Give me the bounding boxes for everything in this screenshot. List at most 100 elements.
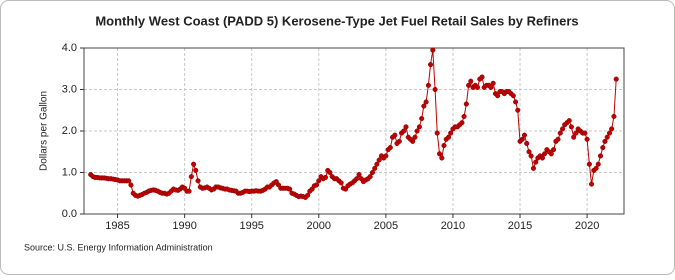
data-point [322, 174, 329, 181]
data-point [528, 153, 534, 159]
data-point [410, 138, 416, 144]
data-point [463, 101, 469, 107]
data-point [521, 132, 528, 138]
data-point [566, 118, 572, 124]
data-point [533, 159, 539, 165]
chart-title: Monthly West Coast (PADD 5) Kerosene-Typ… [95, 13, 578, 28]
data-point [423, 99, 429, 105]
data-point [432, 86, 438, 93]
data-point [354, 176, 360, 182]
data-point [338, 180, 344, 186]
data-point [600, 145, 606, 151]
data-point [555, 136, 561, 142]
data-point [434, 130, 440, 136]
data-point [305, 192, 311, 198]
data-point [327, 169, 333, 176]
data-point [490, 80, 496, 86]
source-note: Source: U.S. Energy Information Administ… [24, 242, 213, 252]
data-point [374, 161, 380, 167]
data-point [474, 84, 481, 90]
y-tick-label: 1.0 [62, 166, 77, 178]
data-point [419, 116, 425, 122]
data-point [439, 155, 445, 161]
data-point [401, 128, 407, 134]
data-point [466, 82, 472, 88]
data-point [436, 151, 443, 157]
y-tick-label: 2.0 [62, 125, 77, 137]
data-point [313, 182, 320, 188]
data-point [430, 47, 436, 53]
data-point [524, 140, 530, 146]
data-point [425, 82, 431, 88]
data-point [376, 157, 382, 163]
data-point [513, 99, 519, 105]
data-point [387, 145, 393, 151]
x-tick-label: 2005 [374, 220, 398, 232]
data-point [548, 151, 554, 157]
data-point [383, 153, 389, 159]
data-point [542, 151, 548, 157]
data-point [606, 130, 613, 136]
data-point [588, 181, 595, 187]
data-point [403, 124, 409, 130]
x-tick-label: 1985 [105, 220, 129, 232]
data-point [126, 178, 132, 184]
data-point [519, 136, 525, 142]
y-axis-label: Dollars per Gallon [39, 91, 50, 171]
data-point [188, 174, 194, 180]
data-point [128, 182, 134, 188]
data-point [609, 126, 615, 132]
data-point [515, 107, 521, 113]
plot-area [83, 47, 625, 215]
y-tick-label: 0.0 [62, 208, 77, 220]
data-point [495, 93, 501, 99]
data-point [372, 165, 378, 171]
data-point [557, 130, 563, 136]
x-tick-label: 2020 [575, 220, 599, 232]
data-point [369, 169, 375, 176]
data-point [595, 161, 601, 167]
data-point [593, 165, 599, 171]
data-point [573, 130, 579, 136]
data-point [445, 134, 452, 140]
data-point [186, 188, 192, 194]
data-point [448, 130, 454, 136]
data-point [604, 134, 610, 140]
data-point [193, 167, 199, 173]
y-tick-label: 3.0 [62, 83, 77, 95]
x-tick-label: 2000 [307, 220, 331, 232]
data-point [356, 172, 362, 178]
data-point [479, 74, 485, 80]
x-tick-label: 1990 [172, 220, 196, 232]
data-point [571, 134, 577, 140]
data-point [414, 128, 420, 134]
data-point [459, 120, 465, 126]
data-point [611, 113, 617, 120]
data-point [396, 138, 402, 144]
data-point [551, 147, 557, 153]
data-point [468, 78, 474, 84]
data-point [539, 155, 545, 161]
data-point [412, 134, 418, 140]
data-point [560, 126, 566, 132]
data-point [427, 62, 434, 68]
x-tick-label: 2010 [441, 220, 465, 232]
data-point [530, 165, 536, 171]
data-point [613, 76, 619, 82]
data-point [416, 124, 422, 130]
data-point [488, 84, 494, 90]
data-point [597, 153, 604, 159]
data-point [421, 103, 427, 109]
data-point [191, 161, 197, 167]
data-point [195, 178, 201, 184]
data-point [510, 93, 516, 99]
data-point [287, 186, 293, 192]
data-point [461, 113, 467, 120]
data-point [586, 161, 592, 167]
y-tick-label: 4.0 [62, 42, 77, 54]
data-point [602, 138, 608, 144]
data-point [568, 124, 574, 130]
data-point [367, 174, 373, 180]
x-tick-label: 2015 [508, 220, 532, 232]
